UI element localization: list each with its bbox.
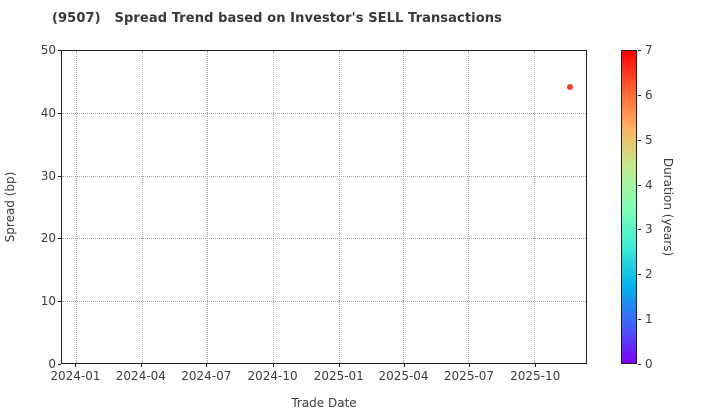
colorbar-tick-mark	[638, 50, 641, 51]
x-axis-label: Trade Date	[291, 396, 357, 410]
y-tick-mark	[58, 50, 61, 51]
x-gridline	[468, 51, 470, 363]
colorbar-tick-mark	[638, 139, 641, 141]
y-tick-label: 10	[40, 294, 56, 309]
colorbar-tick-label: 7	[645, 43, 653, 57]
x-tick-label: 2025-04	[378, 369, 429, 383]
x-tick-mark	[75, 364, 77, 367]
y-tick-mark	[58, 238, 61, 240]
colorbar-tick-mark	[638, 274, 641, 276]
x-gridline	[141, 51, 143, 363]
y-gridline	[62, 238, 586, 240]
x-gridline	[338, 51, 340, 363]
x-tick-label: 2025-10	[510, 369, 561, 383]
colorbar-tick-mark	[638, 229, 641, 231]
x-tick-mark	[338, 364, 340, 367]
x-gridline	[272, 51, 274, 363]
colorbar-tick-label: 4	[645, 177, 653, 192]
y-gridline	[62, 113, 586, 115]
colorbar-tick-label: 6	[645, 87, 653, 102]
colorbar-tick-label: 1	[645, 312, 653, 327]
y-tick-mark	[58, 301, 61, 303]
colorbar-tick-label: 2	[645, 267, 653, 282]
colorbar-tick-label: 5	[645, 132, 653, 147]
colorbar-label: Duration (years)	[661, 157, 675, 257]
x-gridline	[206, 51, 208, 363]
y-tick-label: 0	[48, 357, 56, 371]
y-tick-label: 40	[40, 105, 56, 120]
colorbar-tick-label: 3	[645, 222, 653, 237]
x-tick-label: 2025-07	[443, 369, 495, 383]
x-tick-label: 2024-07	[181, 369, 232, 383]
y-tick-label: 30	[40, 168, 56, 183]
y-tick-mark	[58, 364, 61, 365]
y-gridline	[62, 175, 586, 177]
colorbar-tick-mark	[638, 94, 641, 96]
y-tick-mark	[58, 112, 61, 114]
x-gridline	[76, 51, 78, 363]
y-tick-label: 50	[40, 43, 56, 57]
colorbar-tick-mark	[638, 364, 641, 365]
x-tick-mark	[468, 364, 470, 367]
colorbar-tick-mark	[638, 319, 641, 321]
x-tick-mark	[272, 364, 274, 367]
x-gridline	[534, 51, 536, 363]
colorbar-tick-mark	[638, 184, 641, 186]
y-tick-mark	[58, 175, 61, 177]
x-tick-label: 2025-01	[313, 369, 364, 383]
chart-title: (9507) Spread Trend based on Investor's …	[52, 11, 502, 26]
x-tick-mark	[140, 364, 142, 367]
x-tick-label: 2024-01	[50, 369, 101, 383]
y-axis-label: Spread (bp)	[3, 171, 17, 243]
data-point	[567, 84, 574, 91]
y-tick-label: 20	[40, 231, 56, 246]
x-tick-label: 2024-10	[247, 369, 298, 383]
plot-area	[61, 50, 587, 364]
x-tick-mark	[535, 364, 537, 367]
colorbar-tick-label: 0	[645, 357, 653, 371]
x-tick-mark	[403, 364, 405, 367]
x-gridline	[403, 51, 405, 363]
x-tick-mark	[206, 364, 208, 367]
x-tick-label: 2024-04	[115, 369, 166, 383]
colorbar-gradient	[621, 50, 637, 364]
y-gridline	[62, 300, 586, 302]
